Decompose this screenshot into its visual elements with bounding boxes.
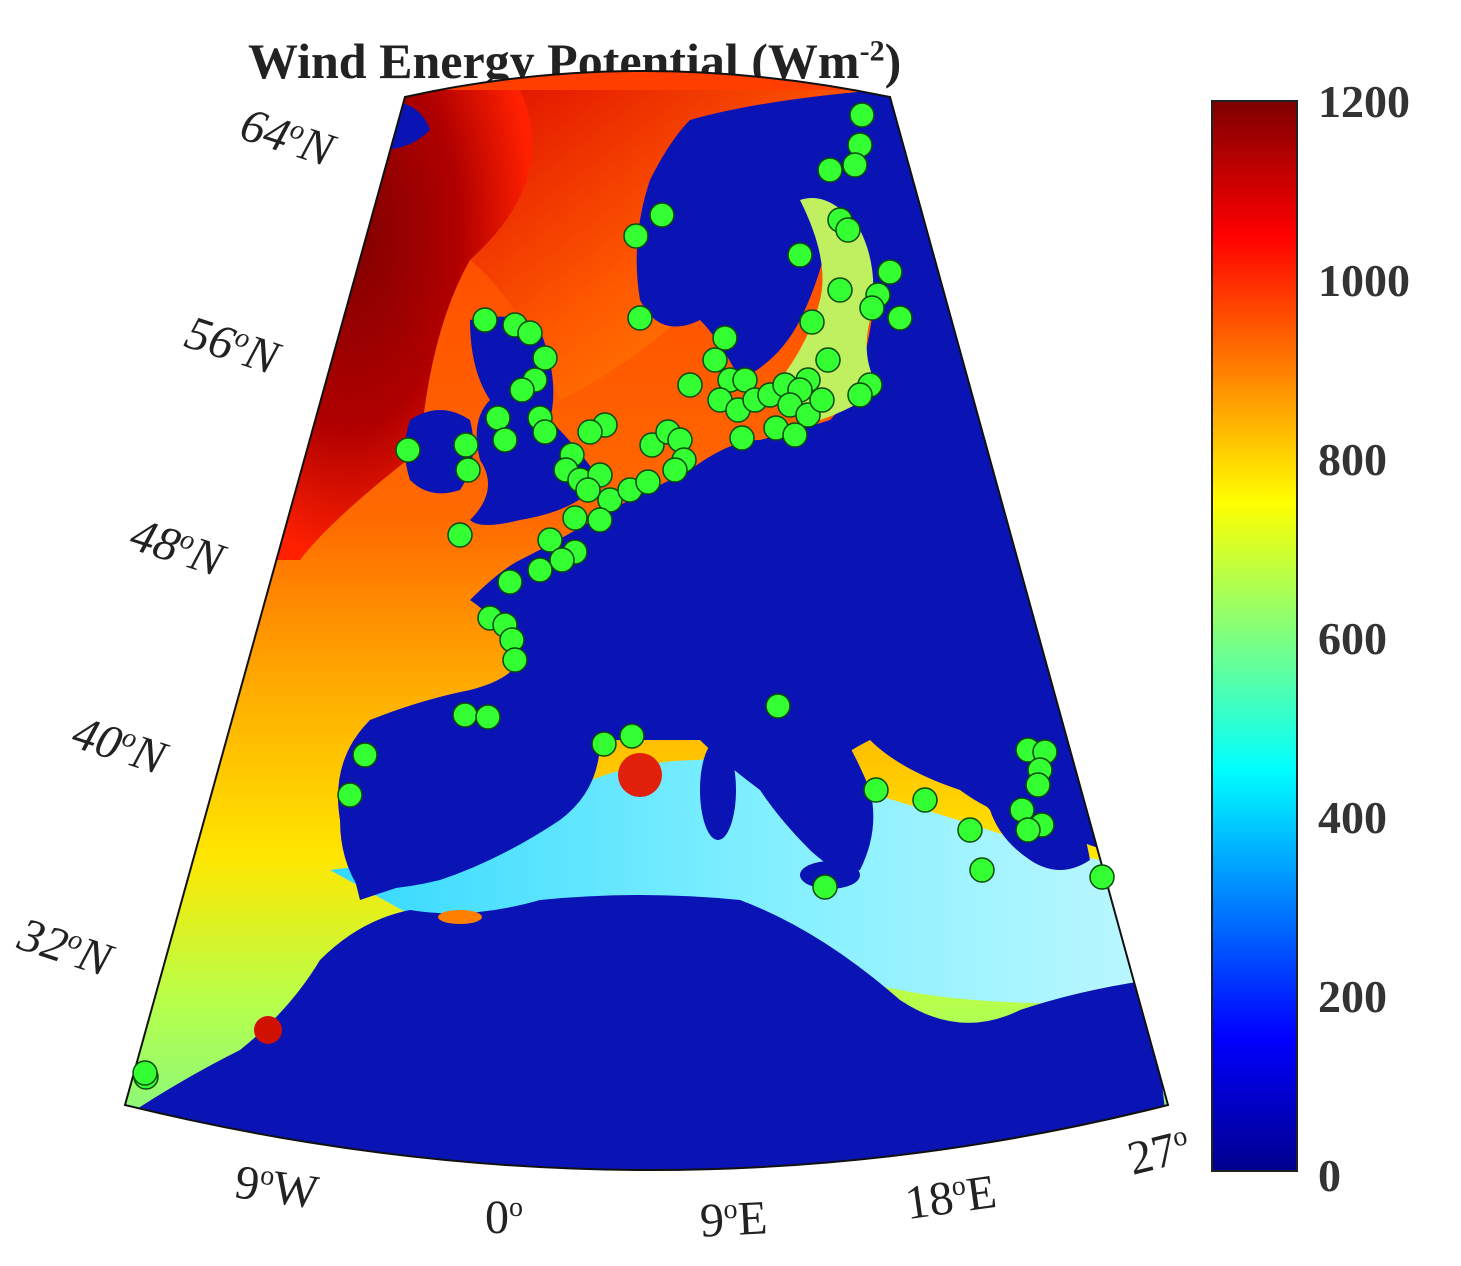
site-marker — [502, 647, 528, 673]
site-marker — [623, 223, 649, 249]
site-marker — [475, 704, 501, 730]
site-marker — [509, 377, 535, 403]
gulf-of-lion-hotspot — [618, 753, 662, 797]
site-marker — [485, 405, 511, 431]
site-marker — [562, 505, 588, 531]
site-marker — [577, 419, 603, 445]
colorbar-tick-1000: 1000 — [1318, 255, 1410, 306]
site-marker — [497, 569, 523, 595]
site-marker — [1089, 864, 1115, 890]
site-marker — [817, 157, 843, 183]
colorbar — [1211, 100, 1298, 1172]
sardinia — [700, 740, 736, 840]
map-frame — [123, 70, 1170, 1171]
site-marker — [702, 347, 728, 373]
site-marker — [597, 487, 623, 513]
site-marker — [712, 325, 738, 351]
site-marker — [619, 723, 645, 749]
site-marker — [957, 817, 983, 843]
canary-hotspot — [254, 1016, 282, 1044]
site-marker — [815, 347, 841, 373]
site-markers — [132, 102, 1115, 1090]
lon-label-9e: 9oE — [698, 1191, 769, 1248]
site-marker — [532, 419, 558, 445]
colorbar-tick-600: 600 — [1318, 613, 1387, 664]
site-marker — [849, 102, 875, 128]
site-marker — [835, 217, 861, 243]
map-field — [125, 71, 1168, 1170]
italy — [780, 686, 874, 873]
site-marker — [782, 422, 808, 448]
site-marker — [517, 320, 543, 346]
baltic-sea — [780, 198, 880, 420]
site-marker — [847, 382, 873, 408]
site-marker — [337, 782, 363, 808]
site-marker — [352, 742, 378, 768]
site-marker — [677, 372, 703, 398]
site-marker — [132, 1060, 158, 1086]
site-marker — [627, 305, 653, 331]
site-marker — [863, 777, 889, 803]
site-marker — [395, 437, 421, 463]
site-marker — [532, 345, 558, 371]
site-marker — [575, 477, 601, 503]
site-marker — [587, 507, 613, 533]
site-marker — [662, 457, 688, 483]
colorbar-tick-0: 0 — [1318, 1150, 1341, 1201]
site-marker — [1015, 817, 1041, 843]
lon-label-9w: 9oW — [231, 1155, 322, 1220]
site-marker — [452, 702, 478, 728]
site-marker — [1025, 772, 1051, 798]
site-marker — [537, 527, 563, 553]
iberian-peninsula — [340, 700, 600, 890]
colorbar-tick-400: 400 — [1318, 792, 1387, 843]
high-wind-zone — [270, 90, 533, 560]
site-marker — [649, 202, 675, 228]
site-marker — [912, 787, 938, 813]
site-marker — [492, 427, 518, 453]
site-marker — [447, 522, 473, 548]
site-marker — [472, 307, 498, 333]
scandinavia — [636, 90, 880, 380]
lon-label-0: 0o — [485, 1191, 523, 1244]
site-marker — [765, 693, 791, 719]
colorbar-tick-200: 200 — [1318, 971, 1387, 1022]
site-marker — [969, 857, 995, 883]
site-marker — [859, 295, 885, 321]
site-marker — [455, 457, 481, 483]
colorbar-tick-1200: 1200 — [1318, 76, 1410, 127]
site-marker — [842, 152, 868, 178]
site-marker — [809, 387, 835, 413]
colorbar-tick-800: 800 — [1318, 434, 1387, 485]
site-marker — [527, 557, 553, 583]
site-marker — [453, 432, 479, 458]
site-marker — [812, 874, 838, 900]
site-marker — [827, 277, 853, 303]
site-marker — [549, 547, 575, 573]
site-marker — [887, 305, 913, 331]
site-marker — [787, 242, 813, 268]
site-marker — [877, 259, 903, 285]
site-marker — [799, 309, 825, 335]
site-marker — [729, 425, 755, 451]
site-marker — [732, 367, 758, 393]
site-marker — [635, 469, 661, 495]
alboran-hotspot — [438, 910, 482, 924]
site-marker — [591, 731, 617, 757]
